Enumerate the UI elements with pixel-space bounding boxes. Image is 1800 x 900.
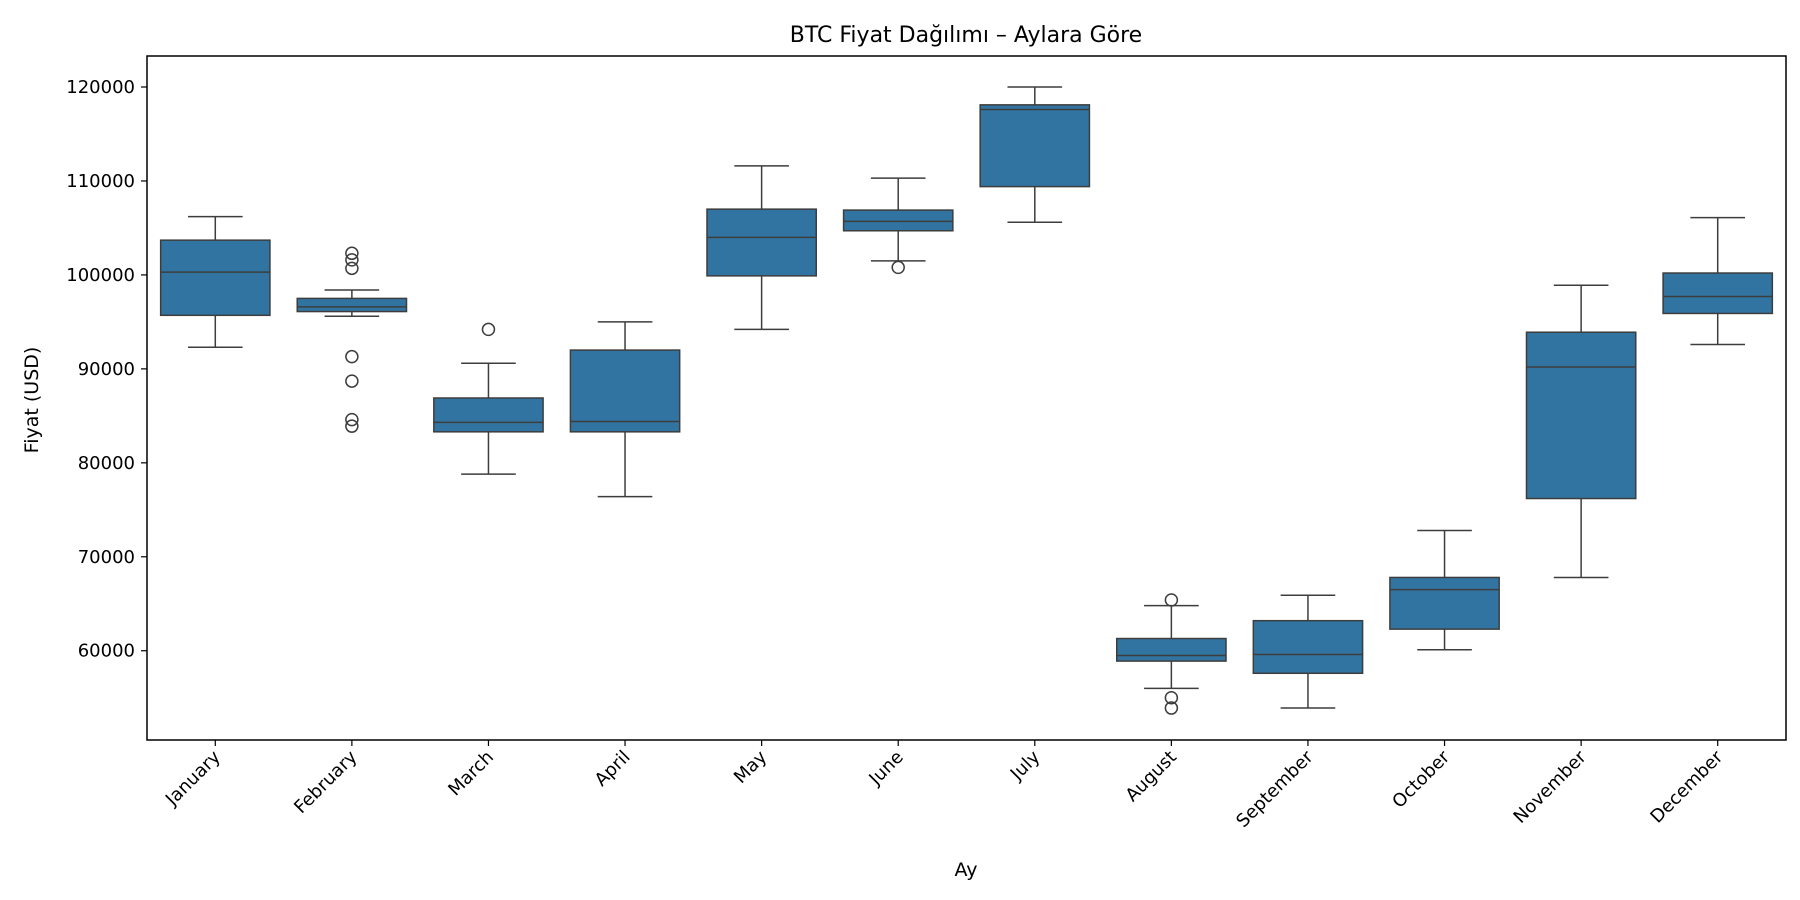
outlier-point [345,419,359,433]
box-iqr [1389,576,1500,630]
box-december [1662,216,1774,346]
outlier-point [345,261,359,276]
box-iqr [296,297,408,313]
boxes-layer [159,86,1774,715]
y-axis-label: Fiyat (USD) [21,347,43,454]
x-tick-label: March [444,747,498,801]
box-iqr [1115,637,1227,662]
y-tick-label: 120000 [66,77,135,98]
box-iqr [842,209,954,232]
x-tick-label: June [864,747,907,790]
box-september [1252,594,1364,709]
outlier-point [345,412,359,427]
box-iqr [1525,331,1637,500]
outlier-point [891,260,905,275]
box-january [159,215,271,349]
x-tick-label: April [591,747,635,791]
y-tick-label: 70000 [78,547,135,568]
x-tick-label: August [1122,747,1181,806]
outlier-point [345,374,359,388]
box-february [296,246,408,433]
y-tick-label: 60000 [78,641,135,662]
x-tick-label: January [161,746,225,810]
outlier-point [345,349,359,364]
x-tick-label: November [1510,746,1591,827]
box-iqr [979,104,1091,188]
plot-frame [146,55,1787,741]
x-tick-label: July [1006,746,1045,785]
y-tick-label: 80000 [78,453,135,474]
box-march [433,322,544,475]
box-iqr [706,208,818,277]
box-iqr [159,239,271,317]
x-tick-label: September [1232,746,1318,832]
outlier-point [481,322,496,337]
box-may [706,165,818,331]
box-iqr [433,397,544,433]
y-tick-label: 90000 [78,359,135,380]
x-tick-label: December [1646,746,1727,827]
x-tick-label: May [730,746,771,787]
outlier-point [1164,701,1179,715]
outlier-point [1164,690,1179,705]
x-tick-label: February [290,746,361,817]
outlier-point [345,246,359,261]
box-iqr [569,349,681,433]
x-axis: January February March April May June July Augu… [161,740,1728,832]
x-axis-label: Ay [955,859,978,881]
box-iqr [1252,619,1364,675]
box-august [1115,593,1227,715]
box-april [569,321,681,498]
outlier-point [345,253,359,267]
box-october [1389,529,1500,651]
box-iqr [1662,272,1774,315]
chart-title: BTC Fiyat Dağılımı – Aylara Göre [790,23,1142,48]
y-tick-label: 100000 [66,265,135,286]
box-july [979,86,1091,224]
y-axis: 60000 70000 80000 90000 100000 110000 120000 [66,77,147,662]
y-tick-label: 110000 [66,171,135,192]
box-june [842,177,954,275]
outlier-point [1164,593,1179,607]
x-tick-label: October [1388,746,1454,812]
box-november [1525,284,1637,579]
